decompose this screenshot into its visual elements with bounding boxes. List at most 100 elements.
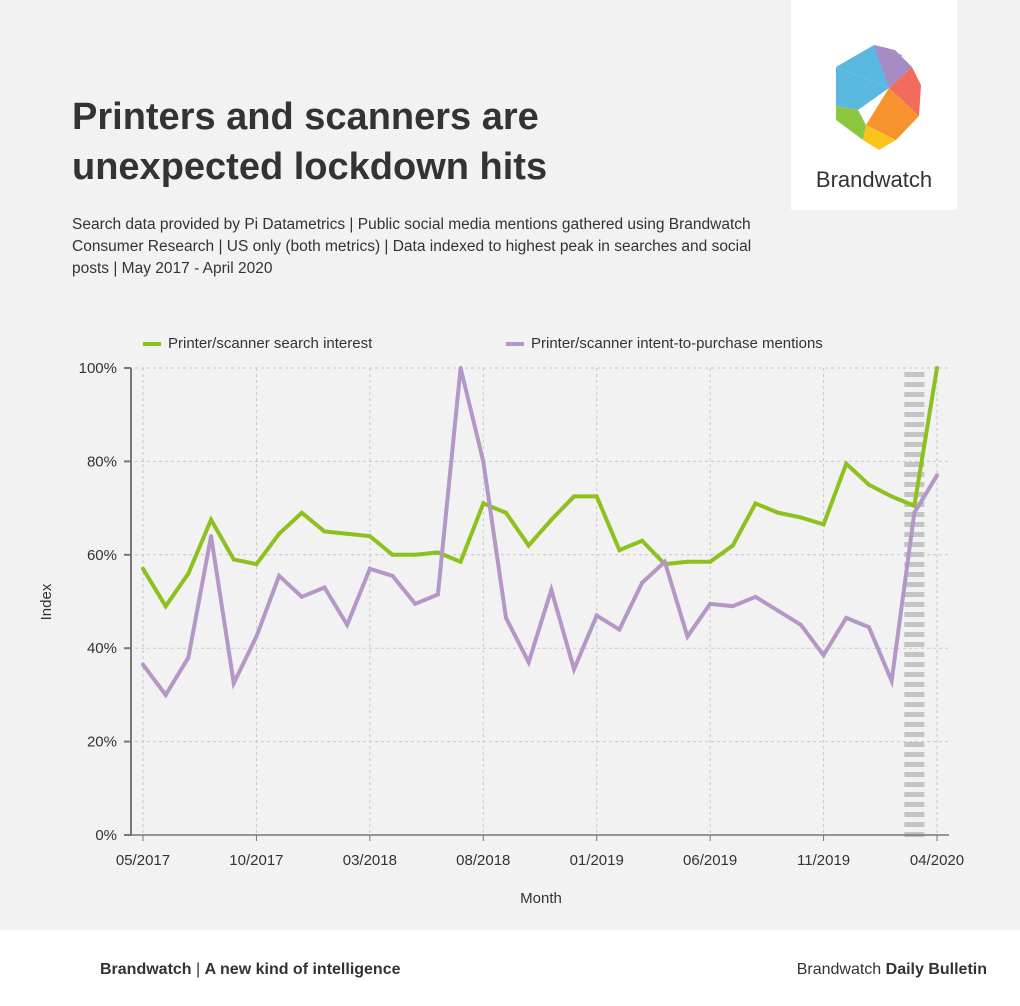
x-tick-label: 08/2018 [456,852,510,869]
footer-right-pre: Brandwatch [796,961,886,978]
y-tick-label: 100% [79,360,117,377]
data-point [231,557,236,562]
data-point [163,692,168,697]
lockdown-highlight-stripe [904,822,925,827]
data-point [526,543,531,548]
lockdown-highlight-stripe [904,632,925,637]
lockdown-highlight-stripe [904,642,925,647]
lockdown-highlight-stripe [904,792,925,797]
y-tick-label: 80% [87,453,117,470]
page-title: Printers and scanners are unexpected lock… [72,92,692,192]
data-point [889,494,894,499]
x-tick-label: 03/2018 [343,852,397,869]
data-point [662,559,667,564]
data-point [594,613,599,618]
lockdown-highlight-stripe [904,432,925,437]
data-point [299,594,304,599]
data-point [186,571,191,576]
data-point [367,566,372,571]
x-tick-label: 11/2019 [797,852,850,869]
lockdown-highlight-stripe [904,532,925,537]
data-point [209,534,214,539]
lockdown-highlight-stripe [904,562,925,567]
lockdown-highlight-stripe [904,572,925,577]
lockdown-highlight-stripe [904,752,925,757]
lockdown-highlight-stripe [904,452,925,457]
data-point [776,608,781,613]
footer-tagline: A new kind of intelligence [204,961,401,978]
series-line-1 [141,367,939,699]
footer-left: Brandwatch | A new kind of intelligence [100,961,401,979]
data-point [572,667,577,672]
lockdown-highlight-stripe [904,392,925,397]
data-point [277,531,282,536]
data-point [685,634,690,639]
data-point [685,559,690,564]
lockdown-highlight-stripe [904,462,925,467]
lockdown-highlight-stripe [904,782,925,787]
lockdown-highlight-stripe [904,622,925,627]
data-point [935,366,939,370]
title-line-1: Printers and scanners are [72,96,539,138]
lockdown-highlight-stripe [904,372,925,377]
data-point [526,660,531,665]
lockdown-highlight-stripe [904,592,925,597]
data-point [912,510,917,515]
y-tick-label: 60% [87,547,117,564]
y-tick-label: 20% [87,734,117,751]
lockdown-highlight-stripe [904,772,925,777]
data-point [640,538,645,543]
data-point [413,552,418,557]
data-point [617,627,622,632]
lockdown-highlight-stripe [904,802,925,807]
data-point [889,678,894,683]
x-tick-label: 04/2020 [910,852,964,869]
data-point [141,662,145,667]
data-point [753,501,758,506]
line-chart: 0% 20% 40% 60% 80% 100% 05/2017 10/2017 03/2018 0… [38,335,964,907]
data-point [345,531,350,536]
legend-label: Printer/scanner intent-to-purchase menti… [531,335,823,352]
lockdown-highlight-stripe [904,402,925,407]
data-point [345,622,350,627]
lockdown-highlight-stripe [904,422,925,427]
data-point [254,562,259,567]
lockdown-highlight-stripe [904,612,925,617]
data-point [413,601,418,606]
legend-label: Printer/scanner search interest [168,335,373,352]
lockdown-highlight-stripe [904,482,925,487]
lockdown-highlight-stripe [904,662,925,667]
data-point [163,604,168,609]
data-point [481,459,486,464]
data-point [640,580,645,585]
logo-text: Brandwatch [815,167,933,192]
footer: Brandwatch | A new kind of intelligence … [0,930,1020,1006]
lockdown-highlight-stripe [904,692,925,697]
lockdown-highlight-stripe [904,762,925,767]
data-point [367,534,372,539]
data-point [708,601,713,606]
data-point [390,573,395,578]
lockdown-highlight-stripe [904,812,925,817]
lockdown-highlight-stripe [904,442,925,447]
x-tick-label: 10/2017 [229,852,283,869]
lockdown-highlight-stripe [904,712,925,717]
data-point [844,615,849,620]
data-point [844,461,849,466]
data-point [322,585,327,590]
y-axis-label: Index [38,583,55,620]
lockdown-highlight-stripe [904,742,925,747]
lockdown-highlight-stripe [904,412,925,417]
data-point [503,615,508,620]
data-point [458,366,463,370]
data-point [435,592,440,597]
data-point [141,566,145,571]
data-point [730,604,735,609]
subtitle: Search data provided by Pi Datametrics |… [72,216,752,277]
x-tick-label: 06/2019 [683,852,737,869]
lockdown-highlight-stripe [904,702,925,707]
data-point [481,501,486,506]
lockdown-highlight-stripe [904,732,925,737]
data-point [231,681,236,686]
data-point [390,552,395,557]
